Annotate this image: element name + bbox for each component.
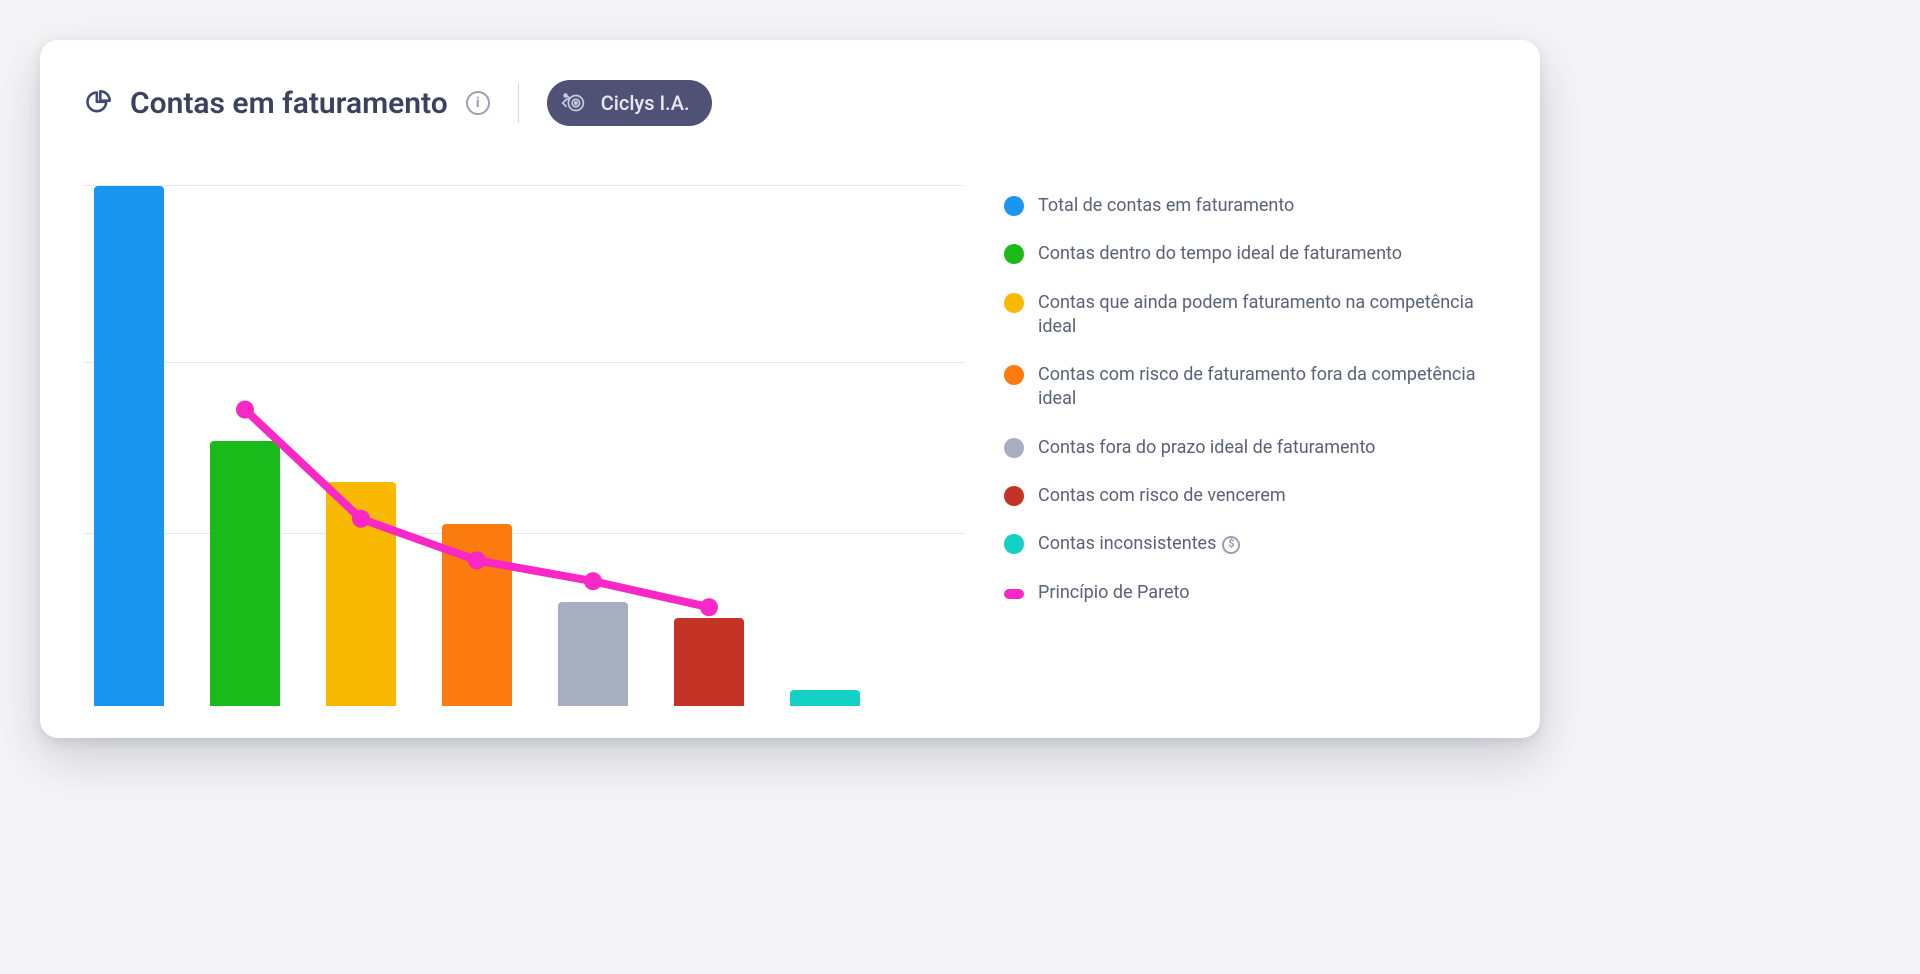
legend-line-swatch <box>1004 589 1024 599</box>
bar-dentro_ideal[interactable] <box>210 441 280 706</box>
pie-chart-icon <box>84 89 112 117</box>
legend-circle-swatch <box>1004 293 1024 313</box>
legend-item[interactable]: Contas com risco de vencerem <box>1004 484 1496 508</box>
card-header: Contas em faturamento i Ciclys I.A. <box>84 80 1496 126</box>
legend-label: Contas fora do prazo ideal de faturament… <box>1038 436 1496 460</box>
legend-item[interactable]: Contas inconsistentes$ <box>1004 532 1496 556</box>
legend-label: Contas inconsistentes$ <box>1038 532 1496 556</box>
chart-area <box>84 186 964 706</box>
bar-ainda_podem[interactable] <box>326 482 396 706</box>
bar-fora_prazo[interactable] <box>558 602 628 706</box>
bar-total[interactable] <box>94 186 164 706</box>
legend-item[interactable]: Total de contas em faturamento <box>1004 194 1496 218</box>
legend-label: Princípio de Pareto <box>1038 581 1496 605</box>
info-icon[interactable]: i <box>466 91 490 115</box>
legend-label: Contas dentro do tempo ideal de faturame… <box>1038 242 1496 266</box>
legend-circle-swatch <box>1004 438 1024 458</box>
legend-circle-swatch <box>1004 196 1024 216</box>
legend-item[interactable]: Contas que ainda podem faturamento na co… <box>1004 291 1496 340</box>
info-icon[interactable]: $ <box>1222 536 1240 554</box>
ai-badge-label: Ciclys I.A. <box>601 91 690 115</box>
legend-item[interactable]: Contas fora do prazo ideal de faturament… <box>1004 436 1496 460</box>
ai-badge-button[interactable]: Ciclys I.A. <box>547 80 712 126</box>
legend-circle-swatch <box>1004 244 1024 264</box>
legend-label: Contas com risco de vencerem <box>1038 484 1496 508</box>
card-content: Total de contas em faturamento Contas den… <box>84 186 1496 706</box>
legend-item[interactable]: Contas dentro do tempo ideal de faturame… <box>1004 242 1496 266</box>
ai-gear-icon <box>559 88 589 118</box>
vertical-divider <box>518 83 519 123</box>
legend-item[interactable]: Princípio de Pareto <box>1004 581 1496 605</box>
bar-inconsistentes[interactable] <box>790 690 860 706</box>
legend-item[interactable]: Contas com risco de faturamento fora da … <box>1004 363 1496 412</box>
legend-circle-swatch <box>1004 365 1024 385</box>
legend-label: Contas que ainda podem faturamento na co… <box>1038 291 1496 340</box>
legend-label: Total de contas em faturamento <box>1038 194 1496 218</box>
legend-circle-swatch <box>1004 486 1024 506</box>
legend-circle-swatch <box>1004 534 1024 554</box>
bar-risco_vencer[interactable] <box>674 618 744 706</box>
card-title: Contas em faturamento <box>130 86 448 121</box>
bars-container <box>84 186 964 706</box>
bar-risco_fora[interactable] <box>442 524 512 706</box>
legend-label: Contas com risco de faturamento fora da … <box>1038 363 1496 412</box>
chart-legend: Total de contas em faturamento Contas den… <box>1004 186 1496 706</box>
chart-card: Contas em faturamento i Ciclys I.A. <box>40 40 1540 738</box>
